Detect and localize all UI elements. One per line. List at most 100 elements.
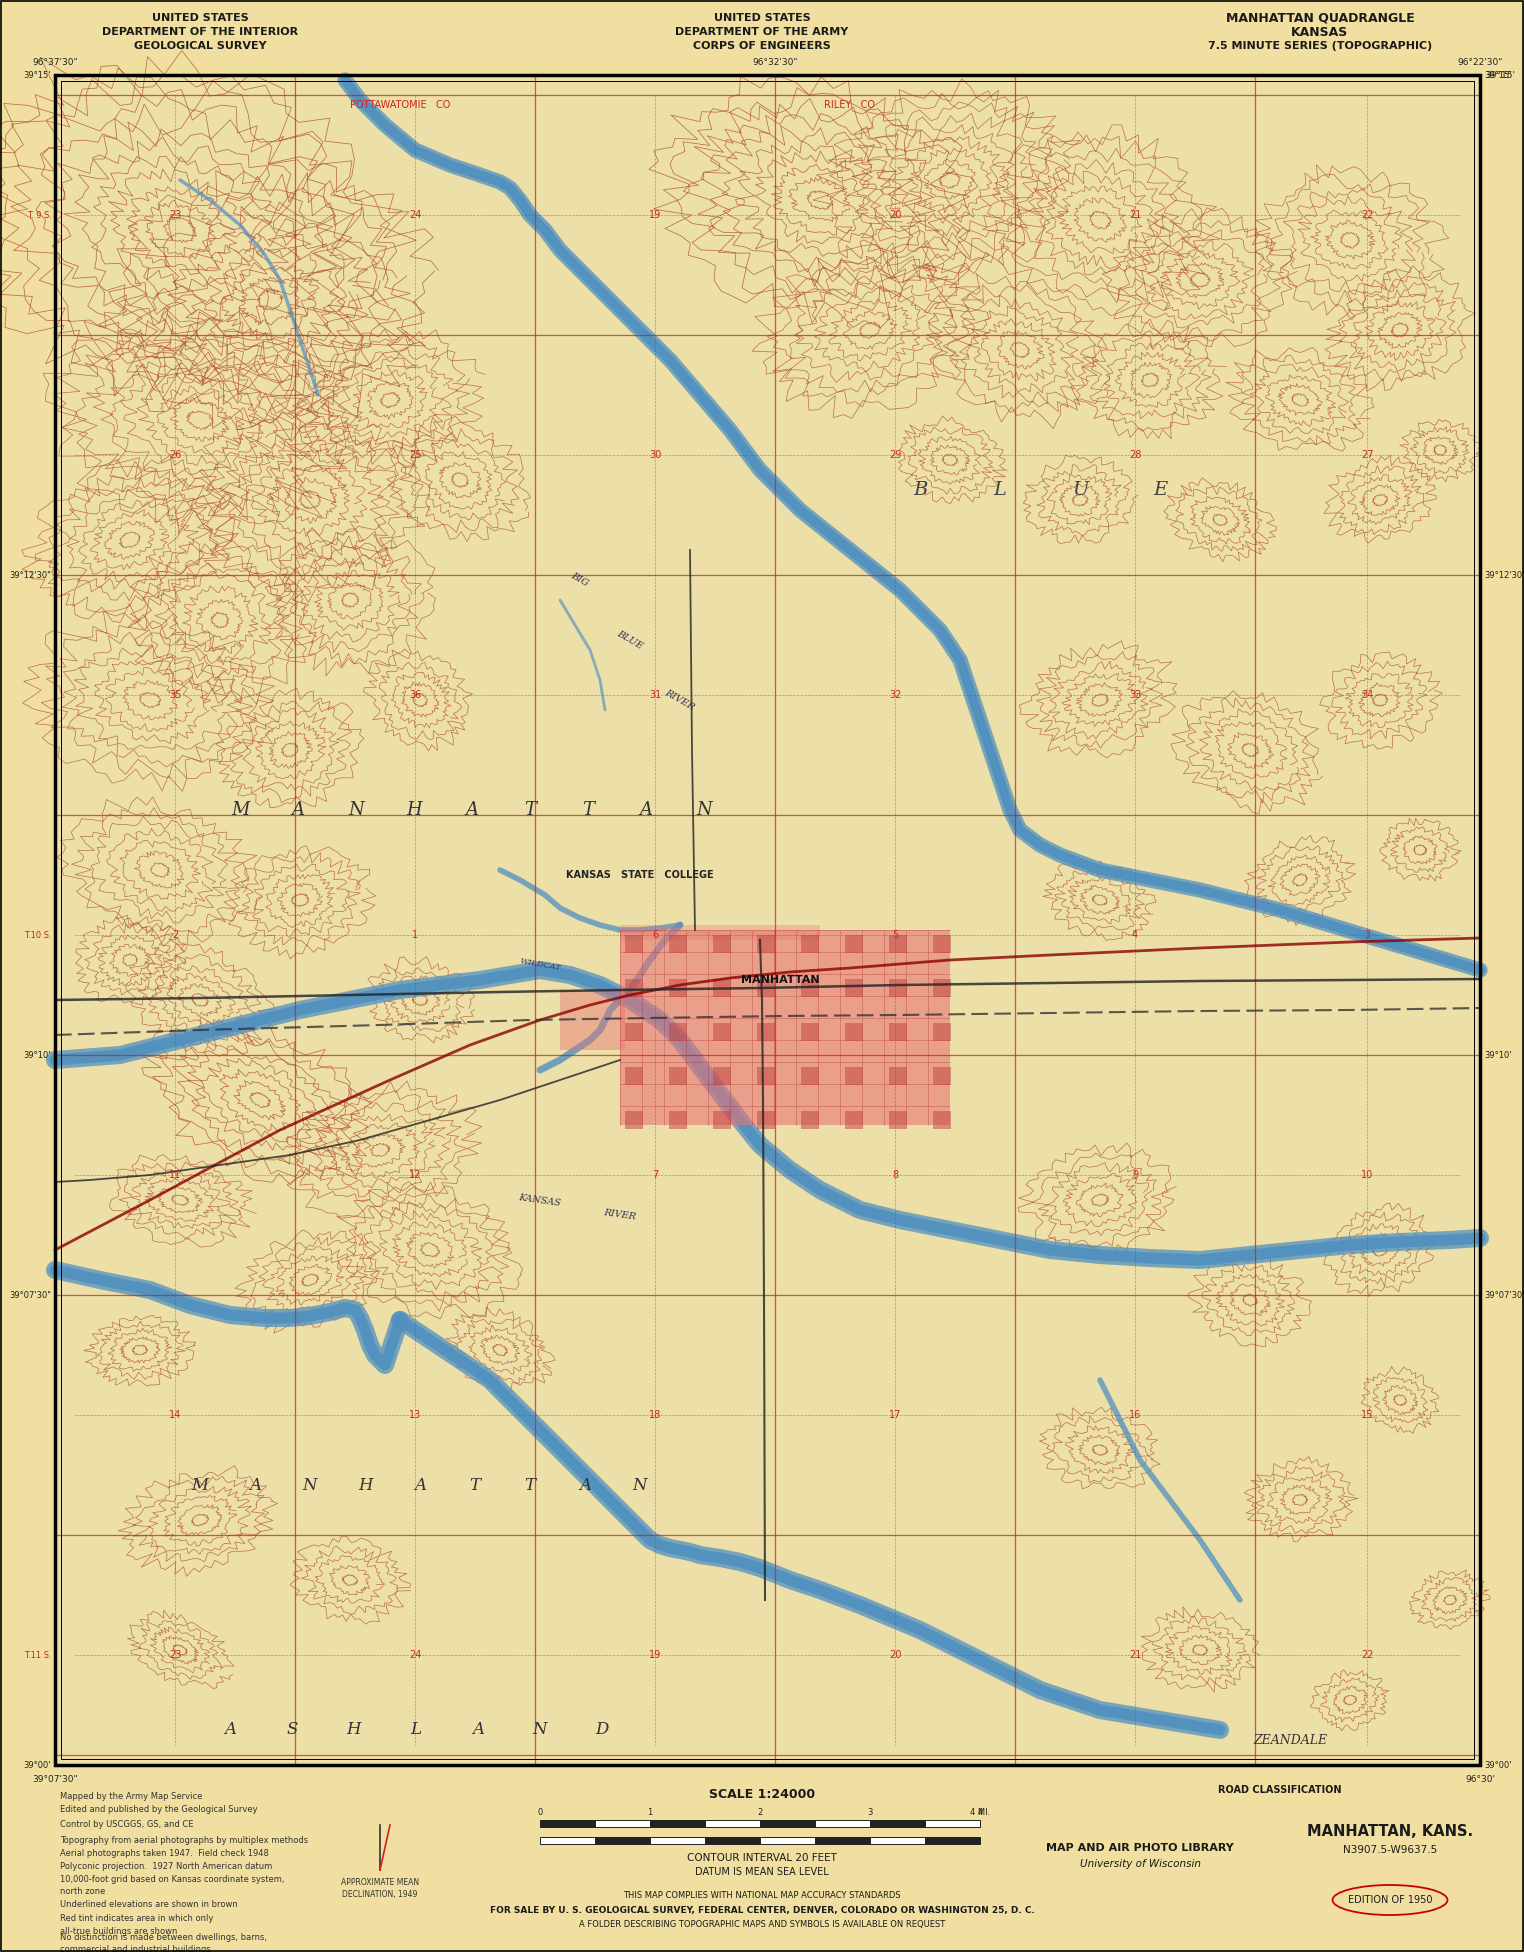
Bar [651,1837,706,1845]
Bar [844,935,863,953]
Text: 6: 6 [652,929,658,941]
Bar [933,1111,951,1128]
Text: Underlined elevations are shown in brown: Underlined elevations are shown in brown [59,1899,238,1909]
Bar [669,1023,687,1040]
Text: No distinction is made between dwellings, barns,
commercial and industrial build: No distinction is made between dwellings… [59,1932,267,1952]
Text: A: A [291,800,305,820]
Text: N: N [533,1722,547,1739]
Text: DEPARTMENT OF THE INTERIOR: DEPARTMENT OF THE INTERIOR [102,27,299,37]
Bar [802,935,818,953]
Text: 23: 23 [169,1649,181,1659]
Text: 1: 1 [411,929,418,941]
Text: 21: 21 [1129,211,1141,221]
Text: BIG: BIG [570,572,590,590]
Text: 20: 20 [888,211,901,221]
Text: 14: 14 [169,1409,181,1419]
Bar [870,1819,925,1827]
Bar [757,1023,776,1040]
Text: 19: 19 [649,1649,661,1659]
Text: T.10 S.: T.10 S. [24,931,52,939]
Text: 39°10': 39°10' [1484,1050,1512,1060]
Bar [815,1819,870,1827]
Text: T: T [524,1476,535,1493]
Text: 22: 22 [1361,1649,1373,1659]
Text: 39°07'30": 39°07'30" [32,1774,78,1784]
Text: H: H [358,1476,372,1493]
Text: KANSAS   STATE   COLLEGE: KANSAS STATE COLLEGE [567,871,713,880]
Text: 5: 5 [892,929,898,941]
Text: 39°12'30": 39°12'30" [9,570,50,580]
Bar [706,1837,760,1845]
Bar [844,1111,863,1128]
Text: 24: 24 [408,211,421,221]
Text: 1: 1 [648,1808,652,1817]
Text: 32: 32 [888,689,901,701]
Text: 34: 34 [1361,689,1373,701]
Text: THIS MAP COMPLIES WITH NATIONAL MAP ACCURACY STANDARDS: THIS MAP COMPLIES WITH NATIONAL MAP ACCU… [623,1890,901,1899]
Text: University of Wisconsin: University of Wisconsin [1079,1858,1201,1868]
Text: 4: 4 [1132,929,1138,941]
Bar [933,1068,951,1085]
Bar [625,935,643,953]
Text: 22: 22 [1361,211,1373,221]
Bar [760,1819,815,1827]
Bar [594,1837,651,1845]
Bar [713,1023,732,1040]
Text: N3907.5-W9637.5: N3907.5-W9637.5 [1343,1845,1437,1854]
Text: RIVER: RIVER [663,687,696,712]
Text: 27: 27 [1361,451,1373,461]
Text: 17: 17 [888,1409,901,1419]
Bar [625,1068,643,1085]
Bar [594,1819,651,1827]
Bar [651,1819,706,1827]
Bar [933,935,951,953]
Bar [888,1111,907,1128]
Text: B: B [913,480,927,500]
Text: 29: 29 [888,451,901,461]
Bar [669,1111,687,1128]
Text: BLUE: BLUE [616,629,645,652]
Text: 4: 4 [977,1808,983,1817]
Text: T: T [582,800,594,820]
Text: GEOLOGICAL SURVEY: GEOLOGICAL SURVEY [134,41,267,51]
Text: MANHATTAN: MANHATTAN [741,974,820,986]
Bar [844,1068,863,1085]
Text: M: M [230,800,250,820]
Text: 19: 19 [649,211,661,221]
Text: 39°07'30": 39°07'30" [9,1290,50,1300]
Text: 96°32'30": 96°32'30" [753,59,797,66]
Bar [888,935,907,953]
Bar [802,1111,818,1128]
Bar [55,74,1480,1765]
Bar [844,1023,863,1040]
Bar [713,1111,732,1128]
Text: L: L [410,1722,422,1739]
Bar [669,980,687,997]
Text: A: A [465,800,479,820]
Text: Control by USCGGS, GS, and CE: Control by USCGGS, GS, and CE [59,1819,194,1829]
Text: SCALE 1:24000: SCALE 1:24000 [709,1788,815,1802]
Bar [559,990,625,1050]
Bar [815,1837,870,1845]
Text: 23: 23 [169,211,181,221]
Text: N: N [696,800,712,820]
Bar [620,925,820,941]
Bar [757,935,776,953]
Text: A: A [224,1722,236,1739]
Text: 20: 20 [888,1649,901,1659]
Bar [888,980,907,997]
Bar [539,1819,594,1827]
Text: Polyconic projection.  1927 North American datum
10,000-foot grid based on Kansa: Polyconic projection. 1927 North America… [59,1862,285,1895]
Text: 9: 9 [1132,1169,1138,1181]
Text: 3: 3 [1364,929,1370,941]
Text: UNITED STATES: UNITED STATES [713,14,811,23]
Bar [802,980,818,997]
Bar [925,1819,980,1827]
Text: 39°15': 39°15' [23,70,50,80]
Bar [713,980,732,997]
Text: 7: 7 [652,1169,658,1181]
Text: 26: 26 [169,451,181,461]
Text: APPROXIMATE MEAN
DECLINATION, 1949: APPROXIMATE MEAN DECLINATION, 1949 [341,1878,419,1899]
Bar [933,980,951,997]
Bar [620,929,949,1124]
